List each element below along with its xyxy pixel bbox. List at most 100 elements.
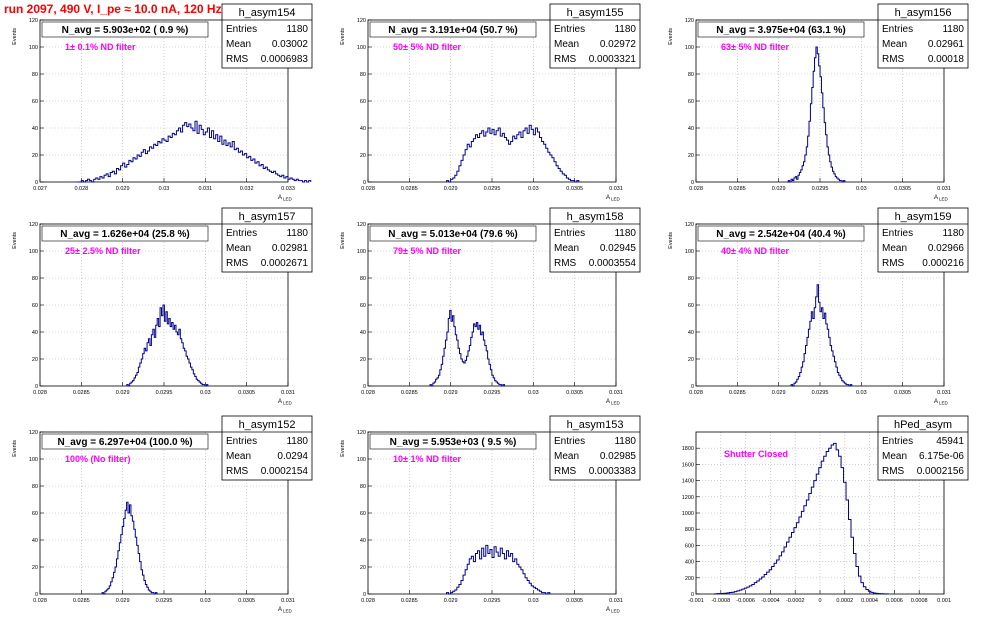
y-tick-label: 1600 xyxy=(682,462,694,468)
stats-label: RMS xyxy=(882,258,905,269)
y-tick-label: 40 xyxy=(360,126,366,132)
x-tick-label: 0.028 xyxy=(689,390,703,396)
x-tick-label: 0.0285 xyxy=(401,186,418,192)
stats-label: RMS xyxy=(226,466,249,477)
stats-value: 1180 xyxy=(614,436,636,447)
y-axis-label: Events xyxy=(12,440,18,457)
y-tick-label: 80 xyxy=(32,484,38,490)
plot-frame xyxy=(367,19,617,183)
panel-title: N_avg = 5.903e+02 ( 0.9 %) xyxy=(62,25,189,36)
x-tick-label: 0.028 xyxy=(33,390,47,396)
filter-annotation: 79± 5% ND filter xyxy=(393,246,461,256)
x-tick-label: 0 xyxy=(818,598,821,604)
y-tick-label: 100 xyxy=(29,457,38,463)
x-tick-label: 0.0305 xyxy=(238,598,255,604)
stats-value: 1180 xyxy=(942,24,964,35)
stats-value: 0.02961 xyxy=(928,39,965,50)
x-tick-label: 0.029 xyxy=(772,186,786,192)
plot-frame xyxy=(39,19,289,183)
y-tick-label: 40 xyxy=(32,538,38,544)
stats-label: Entries xyxy=(882,436,913,447)
histogram-series xyxy=(126,304,209,387)
y-tick-label: 1200 xyxy=(682,495,694,501)
stats-label: RMS xyxy=(882,466,905,477)
x-tick-label: 0.031 xyxy=(609,186,623,192)
y-axis-label: Events xyxy=(340,28,346,45)
x-tick-label: 0.0008 xyxy=(911,598,928,604)
stats-label: Mean xyxy=(554,243,579,254)
stats-value: 1180 xyxy=(286,436,308,447)
histogram-series xyxy=(101,501,158,595)
y-axis-label: Events xyxy=(12,28,18,45)
title-box xyxy=(369,433,537,450)
histogram-series xyxy=(786,46,846,183)
histogram-series xyxy=(790,284,853,387)
y-tick-label: 120 xyxy=(29,430,38,436)
y-tick-label: 0 xyxy=(363,180,366,186)
y-tick-label: 80 xyxy=(688,276,694,282)
y-tick-label: 0 xyxy=(691,592,694,598)
histogram-name: h_asym153 xyxy=(567,419,624,431)
stats-label: Mean xyxy=(554,451,579,462)
y-tick-label: 80 xyxy=(360,276,366,282)
x-tick-label: 0.031 xyxy=(281,390,295,396)
stats-label: RMS xyxy=(226,258,249,269)
x-tick-label: 0.0295 xyxy=(484,186,501,192)
stats-value: 1180 xyxy=(942,228,964,239)
x-tick-label: 0.0305 xyxy=(566,390,583,396)
histogram-series xyxy=(446,124,580,183)
y-tick-label: 0 xyxy=(363,384,366,390)
stats-value: 0.0294 xyxy=(277,451,308,462)
stats-label: RMS xyxy=(226,54,249,65)
stats-value: 45941 xyxy=(936,436,964,447)
x-tick-label: 0.031 xyxy=(609,598,623,604)
panel-title: N_avg = 2.542e+04 (40.4 %) xyxy=(716,229,846,240)
histogram-series xyxy=(429,309,505,387)
y-tick-label: 60 xyxy=(32,303,38,309)
stats-box xyxy=(221,207,313,273)
histogram-name: h_asym156 xyxy=(895,7,952,19)
x-tick-label: 0.0305 xyxy=(238,390,255,396)
x-axis-label: ALED xyxy=(606,607,621,614)
y-tick-label: 0 xyxy=(35,592,38,598)
y-axis-label: Events xyxy=(340,232,346,249)
y-tick-label: 60 xyxy=(360,511,366,517)
x-tick-label: 0.031 xyxy=(609,390,623,396)
panel-title: N_avg = 3.191e+04 (50.7 %) xyxy=(388,25,518,36)
x-tick-label: 0.027 xyxy=(33,186,47,192)
stats-label: RMS xyxy=(882,54,905,65)
stats-label: Entries xyxy=(226,24,257,35)
filter-annotation: 25± 2.5% ND filter xyxy=(65,246,141,256)
stats-value: 0.0002156 xyxy=(917,466,965,477)
histogram-panel-hPed_asym: -0.001 -0.0008 -0.0006 -0.0004 -0.0002 0 0.000… xyxy=(682,415,969,604)
x-axis-label: ALED xyxy=(606,399,621,406)
y-tick-label: 40 xyxy=(32,126,38,132)
y-tick-label: 120 xyxy=(357,430,366,436)
x-tick-label: 0.029 xyxy=(116,598,130,604)
filter-annotation: 100% (No filter) xyxy=(65,454,131,464)
x-tick-label: 0.029 xyxy=(444,390,458,396)
x-tick-label: 0.0295 xyxy=(484,390,501,396)
y-tick-label: 60 xyxy=(360,303,366,309)
y-tick-label: 40 xyxy=(688,126,694,132)
y-tick-label: 80 xyxy=(688,72,694,78)
y-tick-label: 120 xyxy=(29,222,38,228)
histogram-panel-h_asym157: 0.028 0.0285 0.029 0.0295 0.03 0.0305 0.031 0 20… xyxy=(12,207,313,406)
y-tick-label: 60 xyxy=(360,99,366,105)
x-tick-label: 0.03 xyxy=(528,186,539,192)
y-tick-label: 0 xyxy=(691,384,694,390)
stats-box xyxy=(221,415,313,481)
histogram-name: h_asym158 xyxy=(567,211,624,223)
filter-annotation: 40± 4% ND filter xyxy=(721,246,789,256)
y-tick-label: 600 xyxy=(685,543,694,549)
x-tick-label: 0.0285 xyxy=(401,390,418,396)
title-box xyxy=(41,21,209,38)
y-tick-label: 120 xyxy=(357,222,366,228)
y-tick-label: 20 xyxy=(360,153,366,159)
y-tick-label: 800 xyxy=(685,527,694,533)
histogram-series xyxy=(714,442,889,595)
plot-frame xyxy=(367,223,617,387)
title-box xyxy=(41,433,209,450)
x-tick-label: 0.0285 xyxy=(401,598,418,604)
